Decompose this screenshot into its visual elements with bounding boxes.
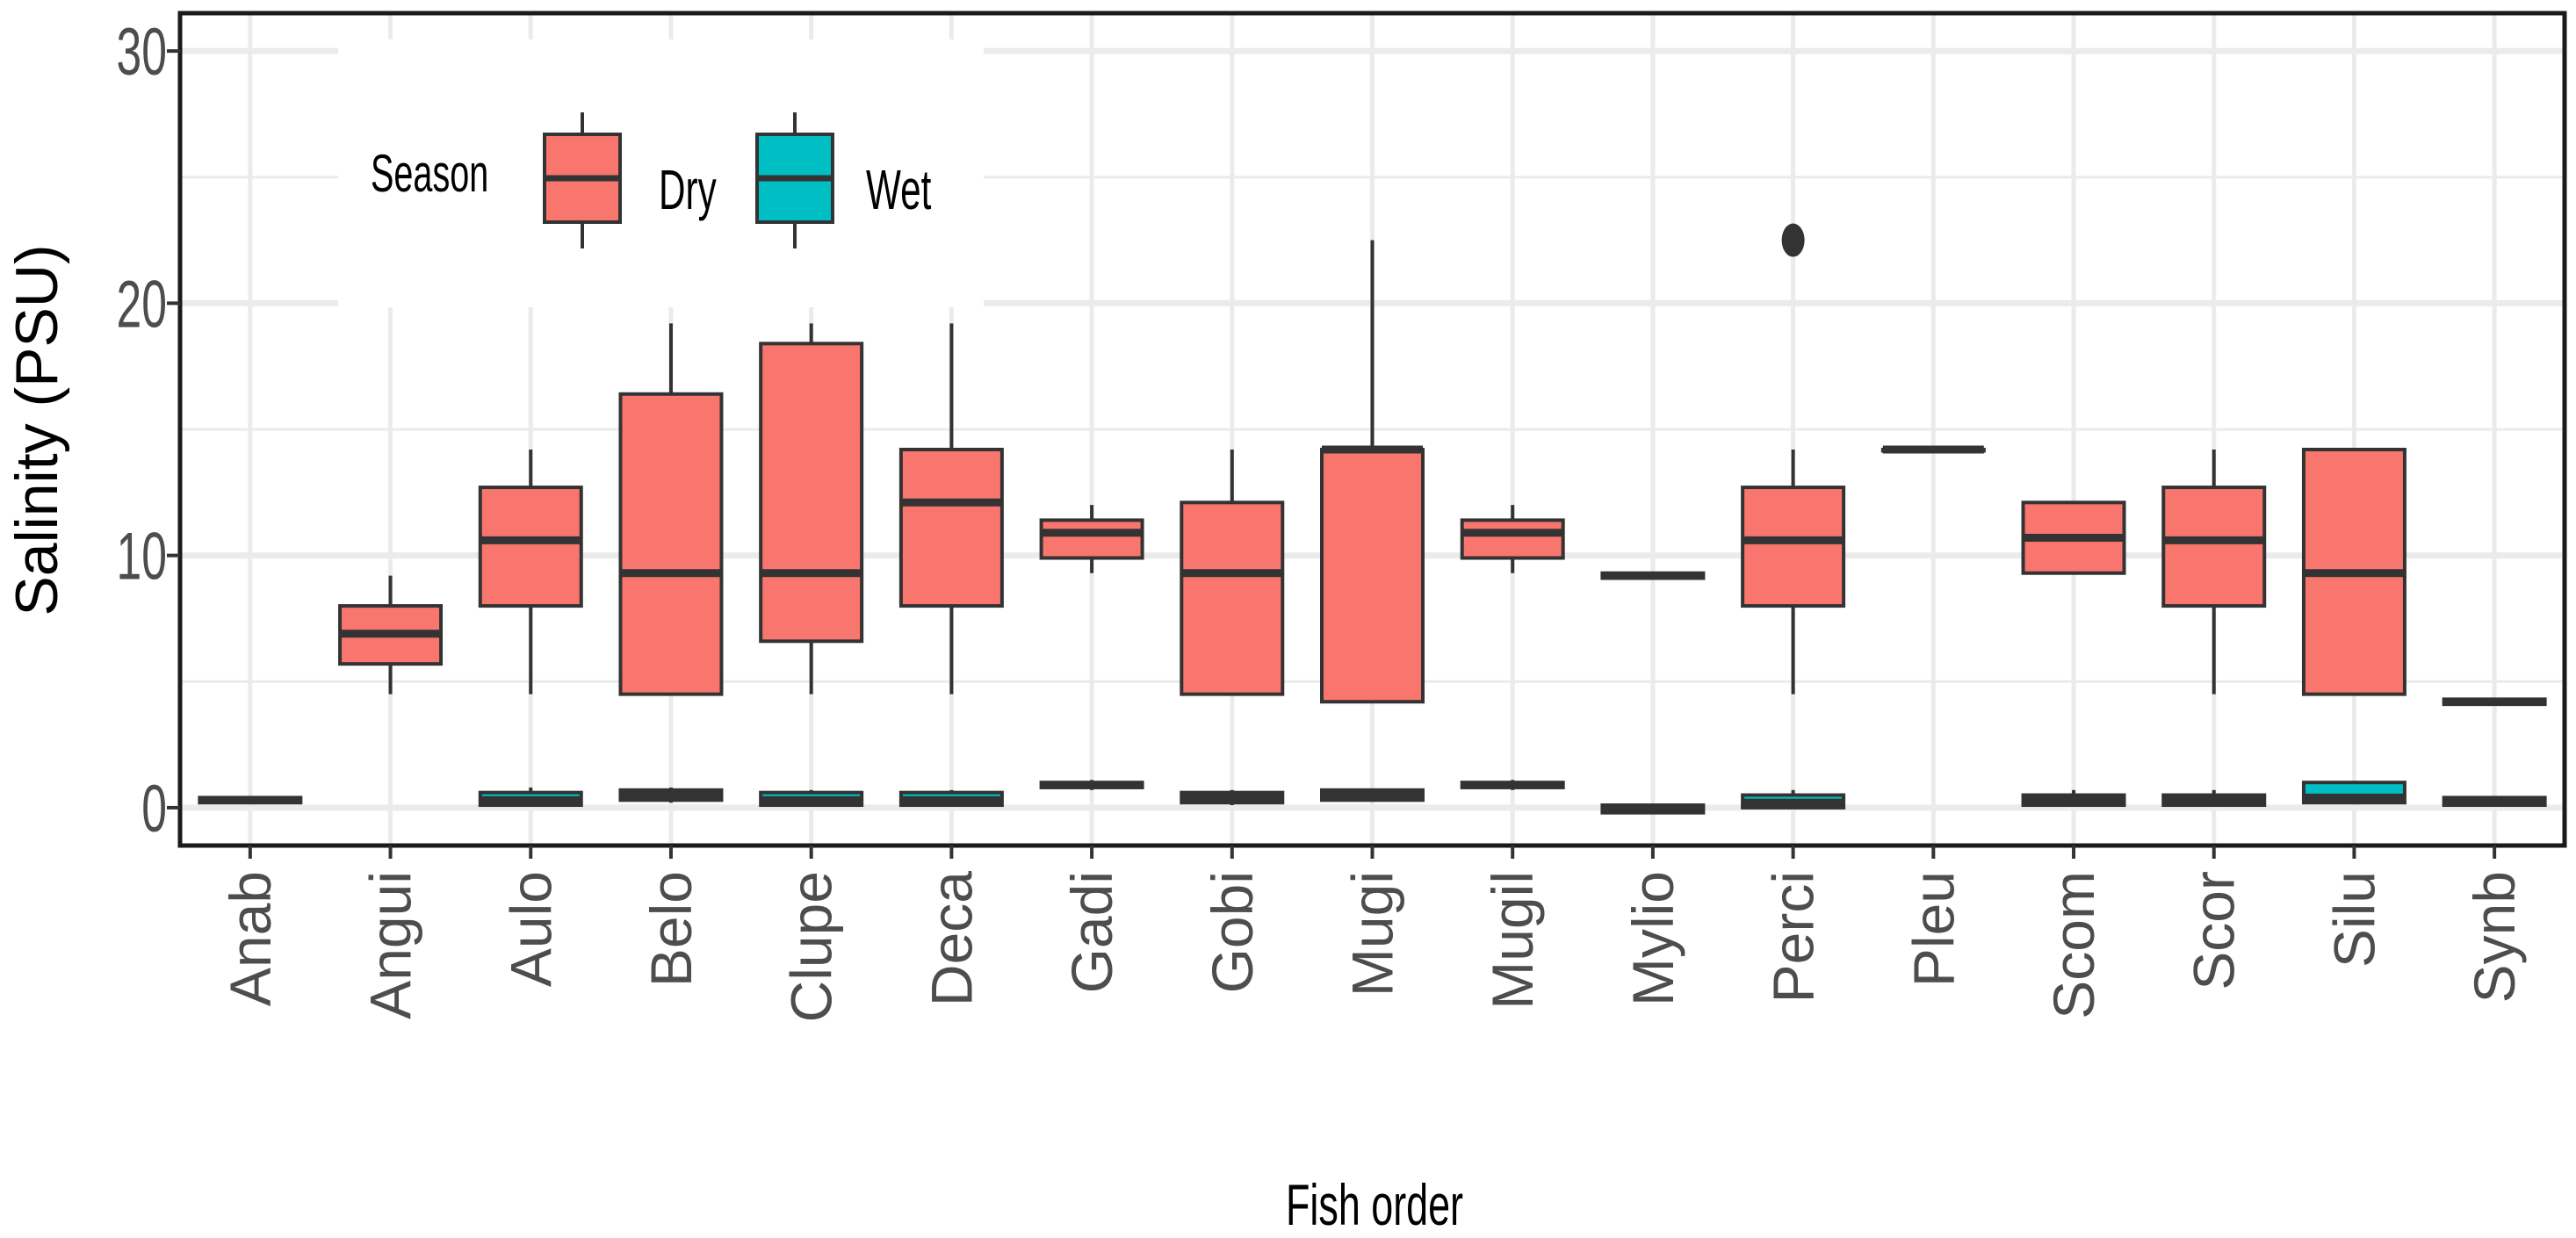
box-dry-gobi <box>1180 449 1285 696</box>
box-wet-scor <box>2161 789 2267 808</box>
box-dry-silu <box>2301 447 2406 696</box>
box-wet-scom <box>2021 789 2126 808</box>
x-axis-title: Fish order <box>1286 1172 1463 1237</box>
box-dry-synb <box>2442 697 2547 707</box>
legend-key-wet: Wet <box>755 112 931 248</box>
y-tick-label: 20 <box>117 266 167 341</box>
box-dry-mugi <box>1320 240 1425 704</box>
box-body <box>618 392 724 696</box>
box-dry-gadi <box>1039 505 1144 573</box>
box-dry-clupe <box>759 323 864 695</box>
box-body <box>1460 518 1565 560</box>
box-wet-aulo <box>478 787 583 808</box>
box-dry-aulo <box>478 449 583 695</box>
x-tick-label-mylio: Mylio <box>1620 871 1685 1006</box>
x-tick-label-silu: Silu <box>2321 871 2386 968</box>
x-tick-label-belo: Belo <box>639 871 704 987</box>
x-tick-label-scom: Scom <box>2041 871 2106 1019</box>
box-dry-scor <box>2161 449 2267 695</box>
box-body <box>1320 447 1425 704</box>
box-wet-mugil <box>1460 780 1565 790</box>
box-wet-mugi <box>1320 788 1425 803</box>
box-wet-silu <box>2301 781 2406 805</box>
box-body <box>1741 486 1846 608</box>
box-wet-gobi <box>1180 789 1285 806</box>
axes: 0 10 20 30 Anab Angui Aulo Belo Clupe Deca Gadi Gob… <box>117 14 2528 1022</box>
x-tick-label-perci: Perci <box>1761 871 1826 1003</box>
box-body <box>1039 518 1144 560</box>
x-tick-label-deca: Deca <box>919 871 984 1006</box>
y-tick-label: 30 <box>117 14 167 89</box>
y-axis-title: Salinity (PSU) <box>4 244 70 615</box>
legend-label-wet: Wet <box>866 159 931 221</box>
box-dry-deca <box>898 323 1004 695</box>
box-wet-perci <box>1741 789 1846 810</box>
y-tick-label: 10 <box>117 519 167 594</box>
legend-background <box>338 40 984 307</box>
box-body <box>1180 500 1285 696</box>
x-tick-label-aulo: Aulo <box>498 871 563 987</box>
legend-title: Season <box>371 144 488 203</box>
x-tick-label-gadi: Gadi <box>1059 871 1124 993</box>
x-tick-label-angui: Angui <box>358 871 423 1019</box>
box-dry-belo <box>618 323 724 696</box>
legend-label-dry: Dry <box>659 159 717 221</box>
box-wet-mylio <box>1600 803 1706 815</box>
x-tick-label-pleu: Pleu <box>1901 871 1966 987</box>
box-dry-perci <box>1741 223 1846 695</box>
x-tick-label-gobi: Gobi <box>1200 871 1265 993</box>
box-wet-synb <box>2442 795 2547 808</box>
x-tick-label-scor: Scor <box>2182 871 2247 990</box>
box-dry-scom <box>2021 500 2126 575</box>
x-tick-label-mugil: Mugil <box>1480 871 1545 1010</box>
legend-keys: Dry Wet <box>543 112 931 248</box>
legend-key-dry: Dry <box>543 112 717 248</box>
x-tick-label-anab: Anab <box>218 871 283 1006</box>
box-body <box>898 447 1004 608</box>
box-layer <box>198 223 2547 815</box>
box-wet-clupe <box>759 789 864 808</box>
box-dry-angui <box>338 575 444 695</box>
box-body <box>2161 486 2267 608</box>
box-body <box>759 342 864 644</box>
x-tick-label-mugi: Mugi <box>1340 871 1405 997</box>
x-tick-label-clupe: Clupe <box>779 871 844 1022</box>
box-wet-deca <box>898 789 1004 808</box>
box-dry-mugil <box>1460 505 1565 573</box>
legend: Season Dry Wet <box>338 40 984 307</box>
box-dry-mylio <box>1600 571 1706 580</box>
outlier-point <box>1781 223 1805 257</box>
box-dry-pleu <box>1880 445 1986 454</box>
box-wet-gadi <box>1039 780 1144 790</box>
x-tick-label-synb: Synb <box>2462 871 2527 1003</box>
box-body <box>478 486 583 608</box>
box-wet-belo <box>618 787 724 803</box>
box-wet-anab <box>198 795 303 805</box>
y-tick-label: 0 <box>141 771 167 846</box>
